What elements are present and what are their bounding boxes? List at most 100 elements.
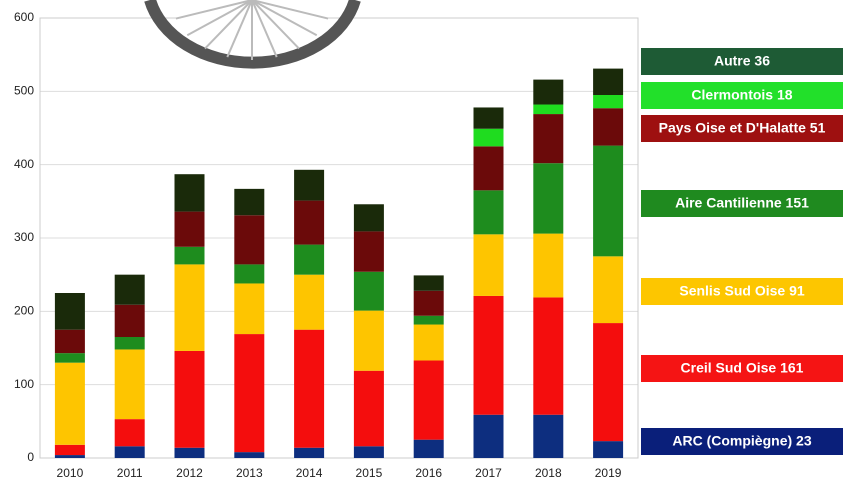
bar-segment — [54, 444, 85, 456]
x-tick-label: 2011 — [117, 466, 143, 480]
bar-segment — [413, 315, 444, 325]
bar-segment — [174, 447, 205, 458]
bar-segment — [413, 275, 444, 291]
legend-label: Senlis Sud Oise 91 — [679, 283, 804, 299]
bar-segment — [234, 264, 265, 284]
bar-segment — [413, 324, 444, 361]
y-tick-label: 300 — [14, 230, 34, 244]
legend-box — [641, 355, 843, 382]
legend-label: Autre 36 — [714, 53, 770, 69]
bar-segment — [533, 233, 564, 298]
bar-segment — [593, 256, 624, 324]
bar-segment — [174, 350, 205, 448]
y-tick-label: 500 — [14, 84, 34, 98]
bar-segment — [593, 145, 624, 257]
bar-segment — [294, 169, 325, 201]
logo-spoke — [251, 0, 278, 58]
bar-segment — [234, 334, 265, 453]
legend-label: Aire Cantilienne 151 — [675, 195, 809, 211]
y-tick-label: 200 — [14, 304, 34, 318]
logo-spoke — [251, 0, 329, 20]
y-tick-label: 0 — [27, 450, 34, 464]
bar-segment — [54, 329, 85, 354]
bar-segment — [353, 271, 384, 311]
legend-box — [641, 48, 843, 75]
legend-label: Clermontois 18 — [691, 87, 792, 103]
bar-segment — [234, 452, 265, 458]
bar-segment — [353, 370, 384, 447]
bar-segment — [473, 190, 504, 235]
bar-segment — [413, 290, 444, 316]
bar-segment — [593, 323, 624, 442]
bar-segment — [473, 128, 504, 147]
bar-segment — [473, 414, 504, 458]
bar-segment — [353, 310, 384, 371]
x-tick-label: 2019 — [595, 466, 622, 480]
bar-segment — [234, 283, 265, 335]
bar-segment — [473, 146, 504, 191]
bar-segment — [533, 104, 564, 115]
bar-segment — [174, 246, 205, 265]
legend-box — [641, 428, 843, 455]
bar-segment — [473, 107, 504, 129]
bar-segment — [54, 362, 85, 445]
bar-segment — [353, 204, 384, 232]
x-tick-label: 2013 — [236, 466, 263, 480]
y-tick-label: 600 — [14, 10, 34, 24]
bar-segment — [174, 174, 205, 212]
y-tick-label: 400 — [14, 157, 34, 171]
bar-segment — [234, 215, 265, 265]
legend-box — [641, 115, 843, 142]
bar-segment — [353, 231, 384, 272]
bar-segment — [54, 353, 85, 363]
bar-segment — [473, 295, 504, 415]
x-tick-label: 2014 — [296, 466, 323, 480]
plot-frame — [39, 17, 639, 459]
bar-segment — [593, 441, 624, 458]
logo-spoke — [226, 0, 253, 58]
logo-spoke — [251, 0, 318, 37]
x-tick-label: 2018 — [535, 466, 562, 480]
bar-segment — [294, 244, 325, 275]
bar-segment — [54, 293, 85, 330]
bar-segment — [294, 200, 325, 245]
logo-spoke — [204, 0, 253, 50]
bar-segment — [174, 264, 205, 351]
bar-segment — [114, 304, 145, 337]
legend-box — [641, 278, 843, 305]
bar-segment — [413, 360, 444, 440]
x-tick-label: 2016 — [415, 466, 442, 480]
bar-segment — [413, 439, 444, 458]
x-tick-label: 2010 — [57, 466, 84, 480]
bar-segment — [593, 108, 624, 146]
bar-segment — [114, 337, 145, 350]
bar-segment — [593, 68, 624, 95]
bar-segment — [473, 234, 504, 296]
bar-segment — [174, 211, 205, 247]
bar-segment — [234, 188, 265, 216]
x-tick-label: 2015 — [356, 466, 383, 480]
legend-label: Pays Oise et D'Halatte 51 — [659, 120, 826, 136]
legend-box — [641, 82, 843, 109]
bar-segment — [294, 329, 325, 448]
logo-spoke — [186, 0, 253, 37]
bar-segment — [294, 274, 325, 330]
bar-segment — [114, 274, 145, 305]
logo-spoke — [251, 0, 300, 50]
bar-segment — [533, 414, 564, 458]
bar-segment — [533, 114, 564, 164]
logo-spoke — [175, 0, 253, 20]
x-tick-label: 2012 — [176, 466, 203, 480]
bar-segment — [353, 446, 384, 458]
bar-segment — [114, 419, 145, 447]
bar-segment — [533, 163, 564, 234]
bar-segment — [114, 446, 145, 458]
legend-box — [641, 190, 843, 217]
logo-wheel — [144, 0, 361, 69]
bar-segment — [533, 79, 564, 105]
legend-label: ARC (Compiègne) 23 — [672, 433, 811, 449]
bar-segment — [593, 95, 624, 109]
bar-segment — [294, 447, 325, 458]
bar-segment — [54, 455, 85, 458]
